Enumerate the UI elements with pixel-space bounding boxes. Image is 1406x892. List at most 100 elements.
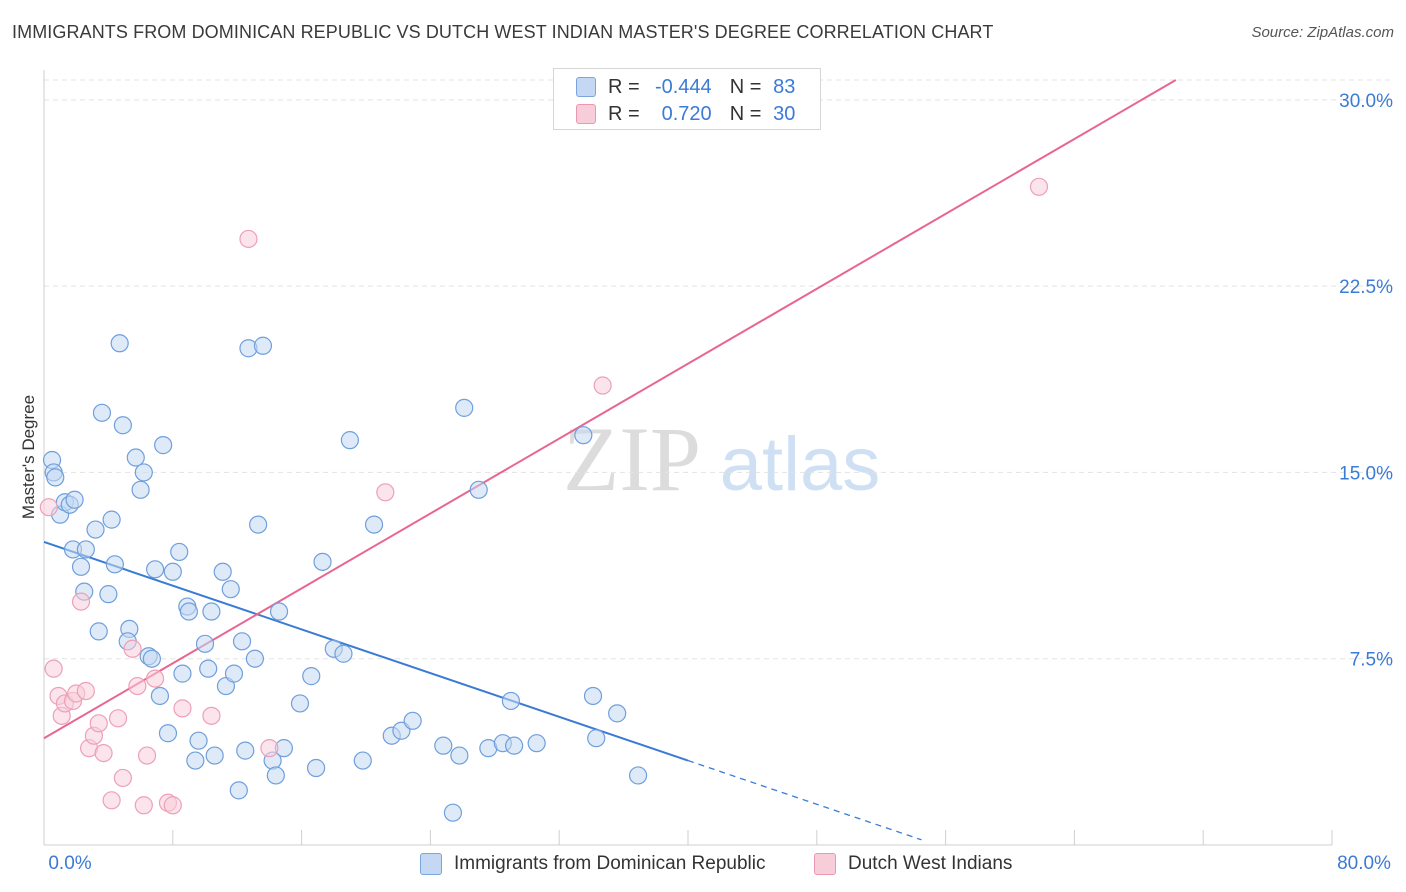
point-dominican [253,336,273,355]
legend-r-label: R = [608,75,640,98]
point-dutch [39,498,58,517]
bottom-legend-swatch-blue [420,853,442,875]
point-dominican [587,729,606,748]
point-dominican [170,542,189,562]
point-dominican [186,751,205,770]
point-dominican [86,520,105,539]
grid-lines [44,79,1392,660]
point-dominican [608,704,627,723]
point-dominican [131,480,150,499]
legend-r-value: 0.720 [661,102,712,125]
point-dutch [108,709,128,728]
point-dutch [134,796,153,815]
point-dominican [163,562,182,581]
point-dutch [113,768,132,788]
point-dominican [76,540,95,559]
point-dominican [306,758,326,778]
x-tick-label-max: 80.0% [1337,853,1391,874]
correlation-legend: R = -0.444 N = 83 R = 0.720 N = 30 [553,68,821,130]
y-tick-label: 22.5% [1339,277,1393,298]
point-dutch [145,669,165,688]
watermark-zip: ZIP [563,408,701,510]
point-dominican [501,691,520,711]
point-dutch [44,659,63,678]
point-dominican [154,436,173,455]
point-dominican [302,667,321,686]
point-dominican [173,664,192,683]
point-dominican [505,736,524,755]
point-dominican [150,686,170,706]
source-label: Source: ZipAtlas.com [1251,24,1394,41]
point-dominican [249,515,268,534]
point-dominican [353,751,372,770]
point-dominican [290,694,310,713]
point-dominican [110,334,129,353]
point-dominican [189,731,208,750]
point-dutch [123,639,142,658]
legend-swatch-blue [576,77,596,97]
point-dominican [158,724,178,743]
point-dominican [403,711,422,730]
bottom-legend-dutch: Dutch West Indians [814,852,1012,876]
y-axis-label: Master's Degree [19,395,38,519]
point-dominican [574,426,593,445]
point-dutch [89,714,108,733]
point-dominican [126,448,145,467]
point-dutch [1029,177,1049,196]
bottom-legend-swatch-pink [814,853,836,875]
point-dominican [65,490,84,509]
legend-swatch-pink [576,104,596,124]
point-dominican [443,803,463,822]
x-tick-marks [172,830,1333,845]
point-dominican [527,734,546,753]
point-dominican [229,781,248,800]
x-tick-label-min: 0.0% [48,853,91,874]
point-dutch [76,681,95,701]
point-dominican [334,644,353,663]
point-dutch [94,744,113,763]
bottom-legend-label: Dutch West Indians [848,853,1013,874]
point-dutch [102,791,121,810]
point-dominican [205,746,224,765]
point-dominican [195,634,215,653]
point-dominican [99,585,118,604]
series-dutch-points [39,177,1049,815]
chart-title: IMMIGRANTS FROM DOMINICAN REPUBLIC VS DU… [12,22,994,42]
point-dutch [239,229,258,249]
point-dominican [199,659,218,678]
point-dominican [232,632,252,651]
legend-r-value: -0.444 [654,75,712,98]
point-dutch [260,739,279,758]
y-tick-label: 15.0% [1339,463,1393,484]
point-dominican [583,686,603,706]
point-dominican [221,580,240,599]
point-dominican [202,602,221,621]
point-dominican [102,510,121,529]
point-dominican [92,403,112,422]
legend-n-value: 30 [773,102,796,125]
legend-n-label: N = [729,75,762,98]
point-dominican [364,515,384,534]
point-dominican [434,736,453,755]
point-dominican [266,766,285,785]
watermark: ZIP atlas [563,408,880,510]
trend-lines [43,79,1177,841]
point-dominican [236,741,255,760]
point-dominican [142,649,161,668]
point-dominican [213,562,232,581]
point-dominican [179,602,198,621]
legend-row-dominican: R = -0.444 N = 83 [576,75,795,99]
point-dominican [450,746,469,765]
legend-r-label: R = [608,102,640,125]
point-dominican [134,463,153,482]
point-dominican [71,557,91,576]
point-dutch [593,376,612,395]
point-dominican [46,468,65,487]
trend-line-dominican [43,541,689,762]
point-dutch [202,706,221,725]
point-dutch [173,699,192,718]
legend-n-value: 83 [773,75,796,98]
point-dominican [105,555,124,574]
point-dominican [89,622,108,641]
